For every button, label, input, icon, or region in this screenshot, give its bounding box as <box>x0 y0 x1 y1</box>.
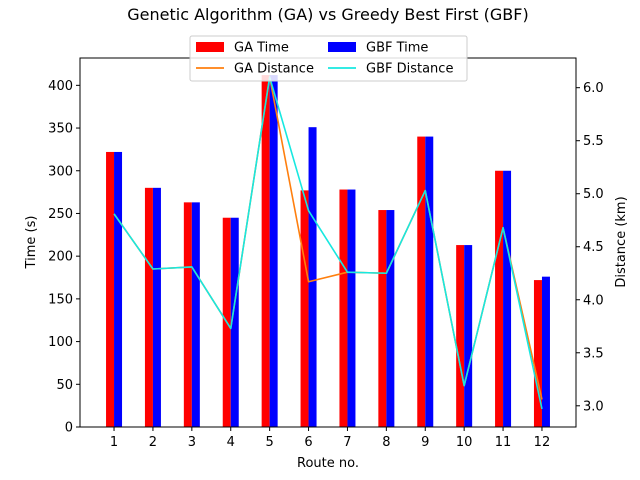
bar-ga-time-11 <box>495 170 504 427</box>
bar-gbf-time-10 <box>464 245 473 427</box>
x-tick-label-12: 12 <box>534 435 551 450</box>
legend-label-gbf-time: GBF Time <box>366 41 428 56</box>
bar-gbf-time-4 <box>230 217 239 427</box>
bar-ga-time-5 <box>261 75 270 427</box>
bar-gbf-time-9 <box>425 136 434 428</box>
x-tick-label-10: 10 <box>456 435 473 450</box>
legend-label-gbf-distance: GBF Distance <box>366 62 453 77</box>
x-tick-label-4: 4 <box>227 435 235 450</box>
x-tick-label-9: 9 <box>421 435 429 450</box>
y-tick-label-350: 350 <box>48 122 73 137</box>
bar-gbf-time-6 <box>308 127 317 427</box>
chart-title: Genetic Algorithm (GA) vs Greedy Best Fi… <box>127 5 528 24</box>
y-tick-label-150: 150 <box>48 292 73 307</box>
y-tick-label-50: 50 <box>56 378 73 393</box>
y2-tick-label-5.5: 5.5 <box>583 134 604 149</box>
y-tick-label-0: 0 <box>65 421 73 436</box>
bar-ga-time-7 <box>339 189 348 427</box>
y-tick-label-300: 300 <box>48 164 73 179</box>
legend-swatch-gbf-time <box>328 42 356 52</box>
y2-tick-label-6: 6.0 <box>583 81 604 96</box>
bar-gbf-time-5 <box>269 75 278 427</box>
y-tick-label-400: 400 <box>48 79 73 94</box>
bar-gbf-time-3 <box>191 202 200 427</box>
bar-ga-time-2 <box>144 187 153 427</box>
bar-gbf-time-7 <box>347 189 356 427</box>
bar-ga-time-1 <box>106 151 115 428</box>
y-tick-label-200: 200 <box>48 250 73 265</box>
bar-gbf-time-12 <box>541 276 550 427</box>
x-tick-label-5: 5 <box>266 435 274 450</box>
legend: GA Time GA Distance GBF Time GBF Distance <box>189 35 468 82</box>
bar-gbf-time-2 <box>152 187 161 427</box>
line-ga-distance <box>113 76 543 400</box>
x-tick-label-8: 8 <box>382 435 390 450</box>
x-tick-label-7: 7 <box>343 435 351 450</box>
y-tick-label-100: 100 <box>48 335 73 350</box>
x-tick-label-2: 2 <box>149 435 157 450</box>
y-axis-label: Time (s) <box>24 216 39 270</box>
bar-gbf-time-1 <box>114 151 123 428</box>
y2-tick-label-4: 4.0 <box>583 293 604 308</box>
legend-swatch-ga-time <box>196 42 224 52</box>
bar-ga-time-3 <box>183 202 192 427</box>
bar-ga-time-9 <box>417 136 426 428</box>
y2-tick-label-5: 5.0 <box>583 187 604 202</box>
legend-label-ga-distance: GA Distance <box>234 62 314 77</box>
x-tick-label-6: 6 <box>304 435 312 450</box>
bar-ga-time-12 <box>533 280 542 427</box>
y-tick-label-250: 250 <box>48 207 73 222</box>
x-tick-label-3: 3 <box>188 435 196 450</box>
bar-ga-time-8 <box>378 210 387 427</box>
x-tick-label-11: 11 <box>495 435 512 450</box>
plot-area: 1 2 3 4 5 6 7 8 9 10 11 120501001502002503003504003… <box>48 57 604 450</box>
bar-gbf-time-11 <box>503 170 512 427</box>
x-tick-label-1: 1 <box>110 435 118 450</box>
legend-box <box>189 35 468 82</box>
line-gbf-distance <box>113 76 543 410</box>
legend-label-ga-time: GA Time <box>234 41 289 56</box>
y2-axis-label: Distance (km) <box>614 196 629 287</box>
bar-ga-time-6 <box>300 190 309 427</box>
y2-tick-label-4.5: 4.5 <box>583 240 604 255</box>
bar-ga-time-10 <box>456 245 465 427</box>
y2-tick-label-3.5: 3.5 <box>583 346 604 361</box>
y2-tick-label-3: 3.0 <box>583 399 604 414</box>
bar-gbf-time-8 <box>386 210 395 427</box>
x-axis-label: Route no. <box>297 456 359 471</box>
